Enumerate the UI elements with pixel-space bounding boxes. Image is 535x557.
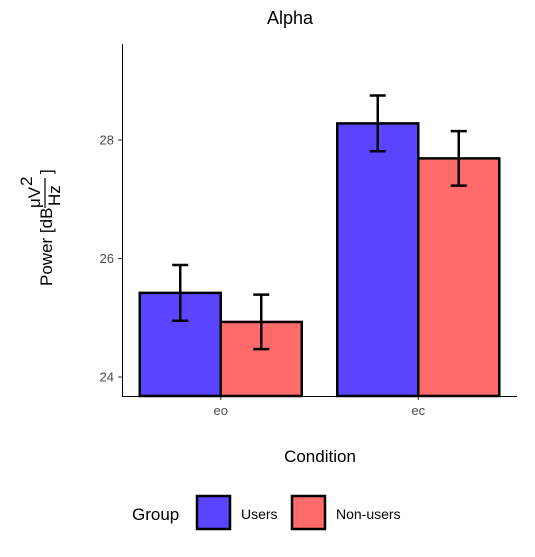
bar-ec-non-users [417, 157, 501, 398]
bar-ec-users [336, 122, 420, 398]
y-tick-label-24: 24 [100, 370, 114, 385]
x-tick-label-ec: ec [411, 403, 425, 418]
error-bar-eo-users [172, 263, 189, 322]
legend: Group Users Non-users [132, 494, 401, 531]
legend-key-non-users [290, 494, 327, 531]
y-axis-ticks: 24 26 28 [100, 133, 122, 385]
y-tick-label-28: 28 [100, 133, 114, 148]
legend-label-non-users: Non-users [336, 506, 401, 522]
y-axis-title-numerator: μV [25, 186, 44, 208]
error-bars-group [172, 94, 467, 351]
y-axis-title: Power [dB μV 2 Hz ] [17, 169, 64, 286]
y-tick-label-26: 26 [100, 251, 114, 266]
x-axis-title: Condition [284, 447, 356, 466]
error-bar-ec-users [369, 94, 386, 153]
y-axis-title-exponent: 2 [17, 177, 36, 186]
y-axis-title-prefix: Power [dB [37, 208, 56, 286]
legend-label-users: Users [241, 506, 278, 522]
x-axis-ticks: eo ec [214, 396, 426, 418]
y-axis-title-denominator: Hz [45, 185, 64, 206]
bars-group [138, 122, 501, 398]
x-tick-label-eo: eo [214, 403, 228, 418]
legend-title: Group [132, 505, 179, 524]
chart-title: Alpha [267, 8, 314, 28]
legend-key-users [195, 494, 232, 531]
error-bar-ec-non-users [450, 129, 467, 187]
y-axis-title-suffix: ] [37, 169, 56, 174]
error-bar-eo-non-users [253, 293, 270, 351]
